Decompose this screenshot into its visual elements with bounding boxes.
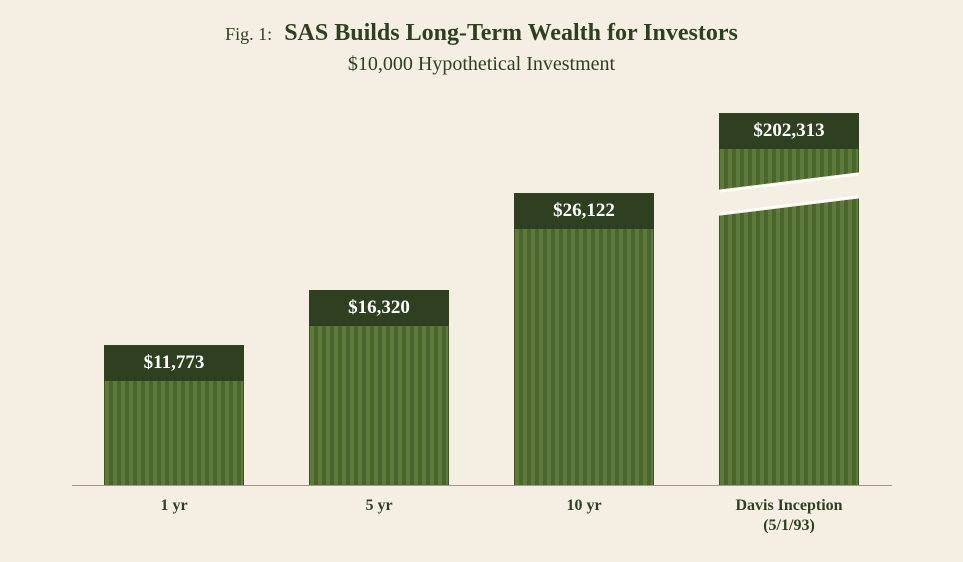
bar-slot: $11,773 [72,106,277,485]
bar-value-label: $16,320 [309,290,449,326]
figure-subtitle: $10,000 Hypothetical Investment [225,53,738,76]
figure-title-block: Fig. 1: SAS Builds Long-Term Wealth for … [225,20,738,76]
x-axis-label: Davis Inception (5/1/93) [687,496,892,536]
axis-break-icon [712,172,866,217]
bar-body [719,149,859,485]
bar: $26,122 [514,193,654,485]
chart-container: Fig. 1: SAS Builds Long-Term Wealth for … [0,0,963,562]
bar: $16,320 [309,290,449,485]
bar-value-label: $26,122 [514,193,654,229]
figure-title: SAS Builds Long-Term Wealth for Investor… [284,20,738,46]
bars-row: $11,773 $16,320 $26,122 $202,313 [72,106,892,486]
x-axis-label-text: 1 yr [160,497,187,514]
x-axis-label-subtext: (5/1/93) [687,516,892,536]
bar-value-label: $202,313 [719,113,859,149]
figure-title-row: Fig. 1: SAS Builds Long-Term Wealth for … [225,20,738,47]
bar: $202,313 [719,113,859,485]
bar-value-label: $11,773 [104,345,244,381]
x-axis-label-text: 10 yr [566,497,601,514]
bar-slot: $202,313 [687,106,892,485]
bar: $11,773 [104,345,244,485]
x-axis-labels: 1 yr 5 yr 10 yr Davis Inception (5/1/93) [72,496,892,536]
bar-body [514,229,654,485]
bar-slot: $16,320 [277,106,482,485]
figure-label: Fig. 1: [225,24,272,44]
x-axis-label: 10 yr [482,496,687,536]
plot-area: $11,773$16,320$26,122$202,313 1 yr5 yr10… [72,106,892,486]
bar-body [309,326,449,485]
bar-slot: $26,122 [482,106,687,485]
bar-body [104,381,244,485]
x-axis-label: 5 yr [277,496,482,536]
x-axis-label: 1 yr [72,496,277,536]
x-axis-label-text: Davis Inception [735,497,842,514]
x-axis-label-text: 5 yr [365,497,392,514]
